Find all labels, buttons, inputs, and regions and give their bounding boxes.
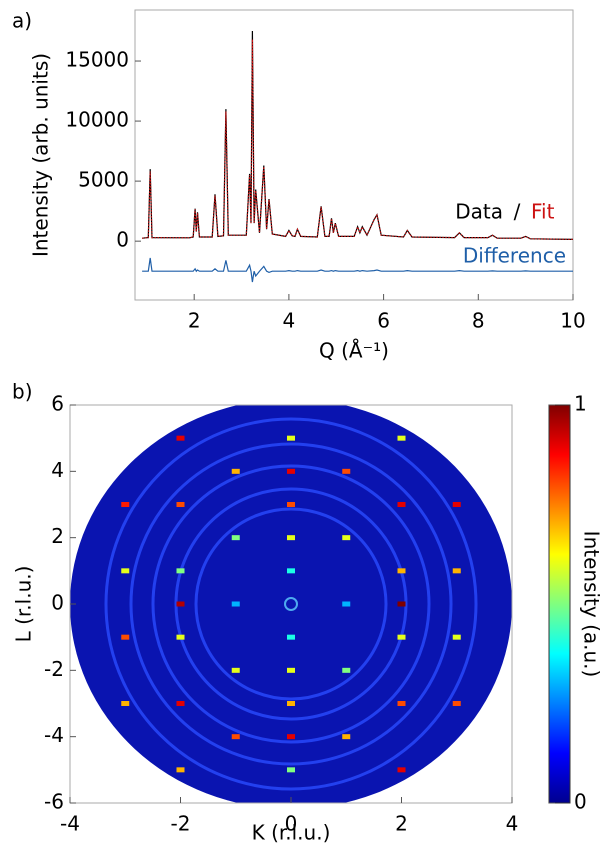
x-axis-label: K (r.l.u.) [252, 821, 331, 845]
bragg-spot [287, 701, 295, 706]
bragg-spot [287, 435, 295, 441]
bragg-spot [342, 734, 351, 740]
colorbar-label: Intensity (a.u.) [580, 531, 604, 678]
x-tick-label: 0 [285, 812, 298, 836]
bragg-spot [397, 767, 406, 773]
x-tick-label: 4 [283, 309, 296, 333]
bragg-spot [287, 734, 295, 740]
ring [194, 507, 388, 701]
bragg-spot [342, 468, 351, 474]
bragg-spot [287, 634, 295, 640]
legend-separator: / [514, 200, 521, 224]
bragg-spot [176, 568, 185, 574]
bragg-spot [397, 601, 406, 607]
bragg-spot [287, 535, 295, 541]
x-tick-label: 6 [377, 309, 390, 333]
y-tick-label: 0 [116, 228, 129, 252]
y-tick-label: -2 [44, 657, 64, 681]
bragg-spot [397, 701, 406, 706]
ring [104, 417, 478, 791]
ring [151, 464, 431, 744]
y-tick-label: 5000 [78, 168, 129, 192]
panel-label: a) [12, 9, 32, 33]
y-axis-label: Intensity (arb. units) [29, 53, 53, 257]
bragg-spot [231, 667, 240, 673]
series-line [142, 257, 573, 283]
y-tick-label: 4 [51, 458, 64, 482]
bragg-spot [121, 568, 130, 574]
bragg-spot [397, 568, 406, 574]
bragg-spot [176, 701, 185, 706]
x-tick-label: 2 [395, 812, 408, 836]
bragg-spot [176, 502, 185, 507]
x-tick-label: 8 [472, 309, 485, 333]
bragg-spot [342, 601, 351, 607]
legend-entry: Difference [463, 244, 566, 268]
bragg-spot [287, 568, 295, 574]
bragg-spot [121, 502, 130, 507]
colorbar [548, 404, 571, 804]
legend-entry: Fit [531, 200, 555, 224]
bragg-spot [452, 502, 461, 507]
ring [284, 597, 298, 611]
ring [129, 442, 453, 766]
bragg-spot [231, 734, 240, 740]
y-tick-label: 15000 [65, 48, 129, 72]
panel-b: b) L (r.l.u.) K (r.l.u.) Intensity (a.u.… [12, 380, 604, 845]
x-tick-label: -4 [60, 812, 80, 836]
y-tick-label: -6 [44, 790, 64, 814]
colorbar-tick-label: 1 [574, 392, 587, 416]
bragg-spot [287, 667, 295, 673]
bragg-spot [397, 435, 406, 441]
bragg-spot [452, 634, 461, 640]
bragg-spot [176, 634, 185, 640]
map-disk [70, 405, 512, 803]
y-axis-label: L (r.l.u.) [12, 566, 36, 643]
y-tick-label: 2 [51, 524, 64, 548]
series-line [142, 39, 574, 240]
bragg-spot [231, 601, 240, 607]
plot-frame [134, 9, 574, 301]
bragg-spot [342, 535, 351, 541]
x-tick-label: -2 [171, 812, 191, 836]
legend-entry: Data [455, 200, 503, 224]
bragg-spot [176, 435, 185, 441]
x-tick-label: 2 [188, 309, 201, 333]
bragg-spot [176, 601, 185, 607]
y-tick-label: 6 [51, 392, 64, 416]
series-line [142, 30, 574, 240]
bragg-spot [287, 502, 295, 507]
x-tick-label: 10 [560, 309, 585, 333]
bragg-spot [231, 535, 240, 541]
bragg-spot [231, 468, 240, 474]
bragg-spot [452, 568, 461, 574]
bragg-spot [287, 468, 295, 474]
detector-map [70, 405, 512, 803]
bragg-spot [397, 502, 406, 507]
bragg-spot [287, 767, 295, 773]
panel-label: b) [12, 380, 33, 404]
ring [174, 487, 408, 721]
y-tick-label: 0 [51, 591, 64, 615]
y-tick-label: 10000 [65, 108, 129, 132]
bragg-spot [397, 634, 406, 640]
x-tick-label: 4 [506, 812, 519, 836]
bragg-spot [342, 667, 351, 673]
x-axis-label: Q (Å⁻¹) [319, 339, 389, 363]
bragg-spot [452, 701, 461, 706]
bragg-spot [121, 701, 130, 706]
bragg-spot [121, 634, 130, 640]
y-tick-label: -4 [44, 723, 64, 747]
bragg-spot [176, 767, 185, 773]
colorbar-tick-label: 0 [574, 790, 587, 814]
panel-a: a) Intensity (arb. units) Q (Å⁻¹) Data /… [12, 9, 586, 363]
